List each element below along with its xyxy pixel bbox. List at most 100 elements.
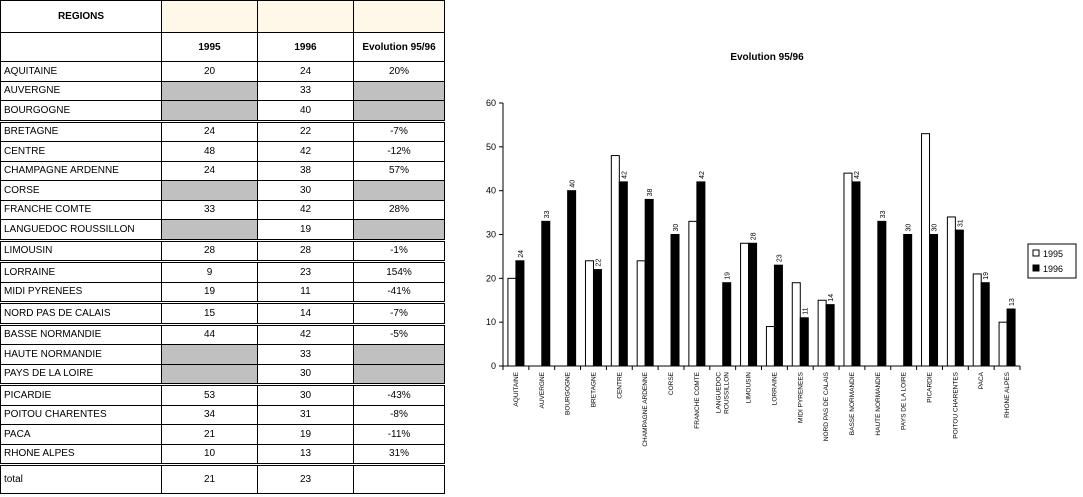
value-1996: 30 xyxy=(257,180,354,201)
value-1995 xyxy=(161,363,258,385)
bar-1995 xyxy=(946,216,956,367)
table-row: LIMOUSIN 28 28 -1% xyxy=(0,238,445,262)
table-row: PICARDIE 53 30 -43% xyxy=(0,383,445,406)
bar-1996 xyxy=(592,269,602,367)
table-row: AQUITAINE 20 24 20% xyxy=(0,61,445,82)
bar-1995 xyxy=(584,260,594,367)
bar-1996 xyxy=(954,229,964,367)
total-label: total xyxy=(0,463,162,494)
bar-1996 xyxy=(618,181,628,367)
x-category-label: BOURGOGNE xyxy=(565,371,572,415)
bar-1996 xyxy=(541,220,551,367)
col-evolution-header: Evolution 95/96 xyxy=(353,32,445,62)
data-label-1996: 23 xyxy=(776,254,783,262)
x-category-label-line: LANGUEDOC xyxy=(716,372,723,413)
evolution-value: 31% xyxy=(353,443,445,465)
bar-1995 xyxy=(765,326,775,367)
value-1995: 44 xyxy=(161,322,258,345)
bar-1996 xyxy=(773,264,783,367)
region-name: FRANCHE COMTE xyxy=(0,199,162,220)
y-tick-label: 50 xyxy=(486,142,496,152)
bar-1995 xyxy=(610,155,620,367)
table-row: NORD PAS DE CALAIS 15 14 -7% xyxy=(0,301,445,325)
data-label-1996: 42 xyxy=(621,171,628,179)
x-category-label-line: ROUSSILLON xyxy=(724,372,731,414)
value-1995: 9 xyxy=(161,260,258,283)
evolution-value xyxy=(353,100,445,122)
data-label-1996: 24 xyxy=(518,250,525,258)
evolution-value: 57% xyxy=(353,160,445,181)
value-1995 xyxy=(161,80,258,101)
table-row: PAYS DE LA LOIRE 30 xyxy=(0,363,445,385)
value-1996: 33 xyxy=(257,344,354,365)
evolution-value xyxy=(353,344,445,365)
data-label-1996: 13 xyxy=(1009,298,1016,306)
value-1995: 19 xyxy=(161,281,258,303)
legend-swatch-1995 xyxy=(1032,249,1040,257)
x-category-label: PAYS DE LA LOIRE xyxy=(901,371,908,430)
col-1996-header: 1996 xyxy=(257,32,354,62)
value-1995: 34 xyxy=(161,404,258,425)
value-1995 xyxy=(161,100,258,122)
table-row: LANGUEDOC ROUSSILLON 19 xyxy=(0,219,445,241)
region-name: POITOU CHARENTES xyxy=(0,404,162,425)
legend-label-1996: 1996 xyxy=(1043,264,1063,274)
regions-table: REGIONS 1995 1996 Evolution 95/96 AQUITA… xyxy=(0,0,445,494)
total-row: total 21 23 xyxy=(0,463,445,494)
x-category-label: AQUITAINE xyxy=(513,371,520,406)
value-1996: 19 xyxy=(257,424,354,445)
data-label-1996: 28 xyxy=(751,232,758,240)
x-category-label: NORD PAS DE CALAIS xyxy=(823,371,830,441)
data-label-1996: 22 xyxy=(595,259,602,267)
table-row: FRANCHE COMTE 33 42 28% xyxy=(0,199,445,220)
total-1995: 21 xyxy=(161,463,258,494)
evolution-value: -7% xyxy=(353,301,445,325)
value-1995: 53 xyxy=(161,383,258,406)
data-label-1996: 42 xyxy=(854,171,861,179)
x-category-label: BRETAGNE xyxy=(590,371,597,407)
value-1995: 15 xyxy=(161,301,258,325)
value-1995: 28 xyxy=(161,238,258,262)
bar-1995 xyxy=(972,273,982,367)
table-row: PACA 21 19 -11% xyxy=(0,424,445,445)
bar-1996 xyxy=(644,198,654,367)
table-row: BASSE NORMANDIE 44 42 -5% xyxy=(0,322,445,345)
value-1995: 24 xyxy=(161,119,258,142)
blank-header-cell xyxy=(161,0,258,33)
region-name: LORRAINE xyxy=(0,260,162,283)
evolution-value: 28% xyxy=(353,199,445,220)
region-name: BOURGOGNE xyxy=(0,100,162,122)
bar-1995 xyxy=(998,321,1008,367)
value-1996: 14 xyxy=(257,301,354,325)
evolution-value: -8% xyxy=(353,404,445,425)
value-1995: 24 xyxy=(161,160,258,181)
data-label-1996: 40 xyxy=(570,180,577,188)
col-1995-header: 1995 xyxy=(161,32,258,62)
region-name: CENTRE xyxy=(0,141,162,162)
bar-1996 xyxy=(929,234,939,367)
bar-1995 xyxy=(843,172,853,367)
chart-title: Evolution 95/96 xyxy=(730,52,804,63)
bar-1995 xyxy=(740,242,750,367)
value-1995: 33 xyxy=(161,199,258,220)
value-1996: 23 xyxy=(257,260,354,283)
evolution-value: -12% xyxy=(353,141,445,162)
region-name: BASSE NORMANDIE xyxy=(0,322,162,345)
value-1995: 48 xyxy=(161,141,258,162)
table-row: CHAMPAGNE ARDENNE 24 38 57% xyxy=(0,160,445,181)
region-name: CHAMPAGNE ARDENNE xyxy=(0,160,162,181)
evolution-value: 154% xyxy=(353,260,445,283)
evolution-value: -5% xyxy=(353,322,445,345)
bar-1996 xyxy=(1006,308,1016,367)
x-category-label: POITOU CHARENTES xyxy=(952,371,959,438)
y-tick-label: 30 xyxy=(486,230,496,240)
value-1996: 42 xyxy=(257,199,354,220)
value-1996: 31 xyxy=(257,404,354,425)
evolution-value xyxy=(353,363,445,385)
data-label-1996: 33 xyxy=(880,210,887,218)
bar-1995 xyxy=(921,133,931,367)
bar-1996 xyxy=(851,181,861,367)
x-category-label: LANGUEDOCROUSSILLON xyxy=(716,372,731,414)
data-label-1996: 31 xyxy=(957,219,964,227)
x-category-label: FRANCHE COMTE xyxy=(694,371,701,428)
